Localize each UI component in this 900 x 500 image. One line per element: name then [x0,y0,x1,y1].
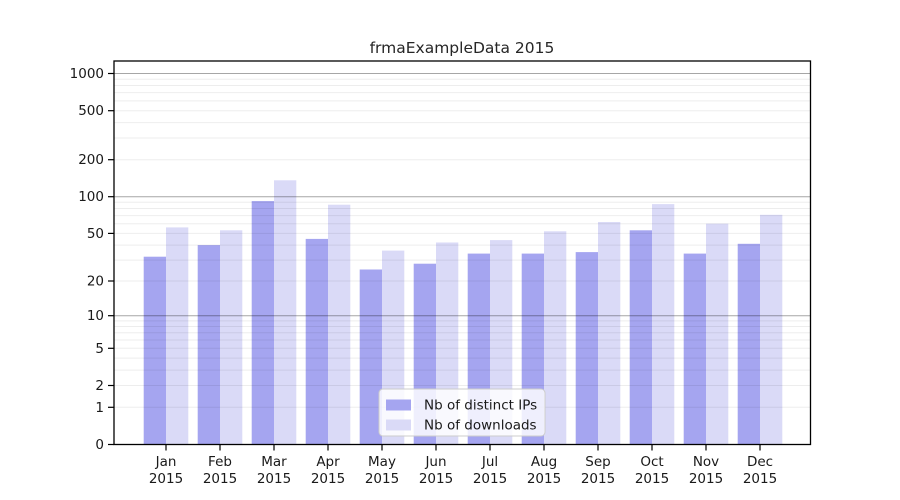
legend: Nb of distinct IPs Nb of downloads [378,388,546,437]
y-tick-label: 10 [87,308,104,324]
y-tick-label: 1 [95,400,104,416]
bar-nov-distinct-ips [683,253,706,445]
y-tick-label: 500 [78,103,104,119]
legend-box [378,388,546,437]
x-tick-label-month: Apr [316,454,340,470]
bar-oct-downloads [652,204,675,445]
bar-sep-downloads [598,222,621,445]
x-tick-label-year: 2015 [257,471,291,487]
x-tick-label-month: Jul [481,454,498,470]
y-tick-label: 2 [95,378,104,394]
bar-mar-downloads [274,180,297,445]
bar-feb-distinct-ips [197,245,220,445]
y-axis: 0 1 2 5 10 20 50 100 200 500 1000 [70,66,114,453]
bar-aug-downloads [544,231,567,445]
bar-may-distinct-ips [359,269,382,445]
y-tick-label: 100 [78,189,104,205]
x-tick-label-year: 2015 [365,471,399,487]
x-tick-label-month: Aug [531,454,557,470]
chart-title: frmaExampleData 2015 [370,39,555,57]
x-tick-label-month: Nov [693,454,719,470]
bar-feb-downloads [220,230,243,445]
x-tick-label-year: 2015 [203,471,237,487]
x-tick-label-year: 2015 [311,471,345,487]
y-tick-label: 5 [95,341,104,357]
bar-mar-distinct-ips [251,201,274,445]
bar-apr-distinct-ips [305,238,328,445]
x-tick-label-year: 2015 [149,471,183,487]
x-tick-label-year: 2015 [635,471,669,487]
legend-label-distinct-ips: Nb of distinct IPs [424,398,537,414]
gridlines-group [114,73,811,408]
x-tick-label-year: 2015 [527,471,561,487]
y-tick-label: 1000 [70,66,104,82]
bar-apr-downloads [328,204,351,445]
bar-oct-distinct-ips [629,230,652,445]
x-tick-label-month: Sep [585,454,610,470]
y-tick-label: 200 [78,152,104,168]
bar-nov-downloads [706,223,729,445]
bar-dec-distinct-ips [737,243,760,445]
x-tick-label-month: Oct [640,454,663,470]
plot-frame [113,60,812,446]
x-tick-label-year: 2015 [419,471,453,487]
x-tick-label-month: Jun [424,454,446,470]
x-tick-label-month: Mar [261,454,287,470]
legend-label-downloads: Nb of downloads [424,418,537,434]
bar-dec-downloads [760,214,783,445]
y-tick-label: 0 [95,437,104,453]
x-tick-label-year: 2015 [473,471,507,487]
x-tick-label-month: Jan [155,454,177,470]
legend-swatch-distinct-ips-icon [386,399,411,411]
y-tick-label: 50 [87,226,104,242]
x-tick-label-month: May [368,454,396,470]
x-tick-label-year: 2015 [689,471,723,487]
bar-jan-downloads [166,227,189,445]
x-axis: Jan2015Feb2015Mar2015Apr2015May2015Jun20… [149,444,777,487]
x-tick-label-year: 2015 [581,471,615,487]
y-tick-label: 20 [87,274,104,290]
bar-jan-distinct-ips [143,256,166,445]
x-tick-label-month: Dec [747,454,773,470]
x-tick-label-month: Feb [208,454,232,470]
legend-swatch-downloads-icon [386,419,411,431]
bar-sep-distinct-ips [575,252,598,445]
x-tick-label-year: 2015 [743,471,777,487]
